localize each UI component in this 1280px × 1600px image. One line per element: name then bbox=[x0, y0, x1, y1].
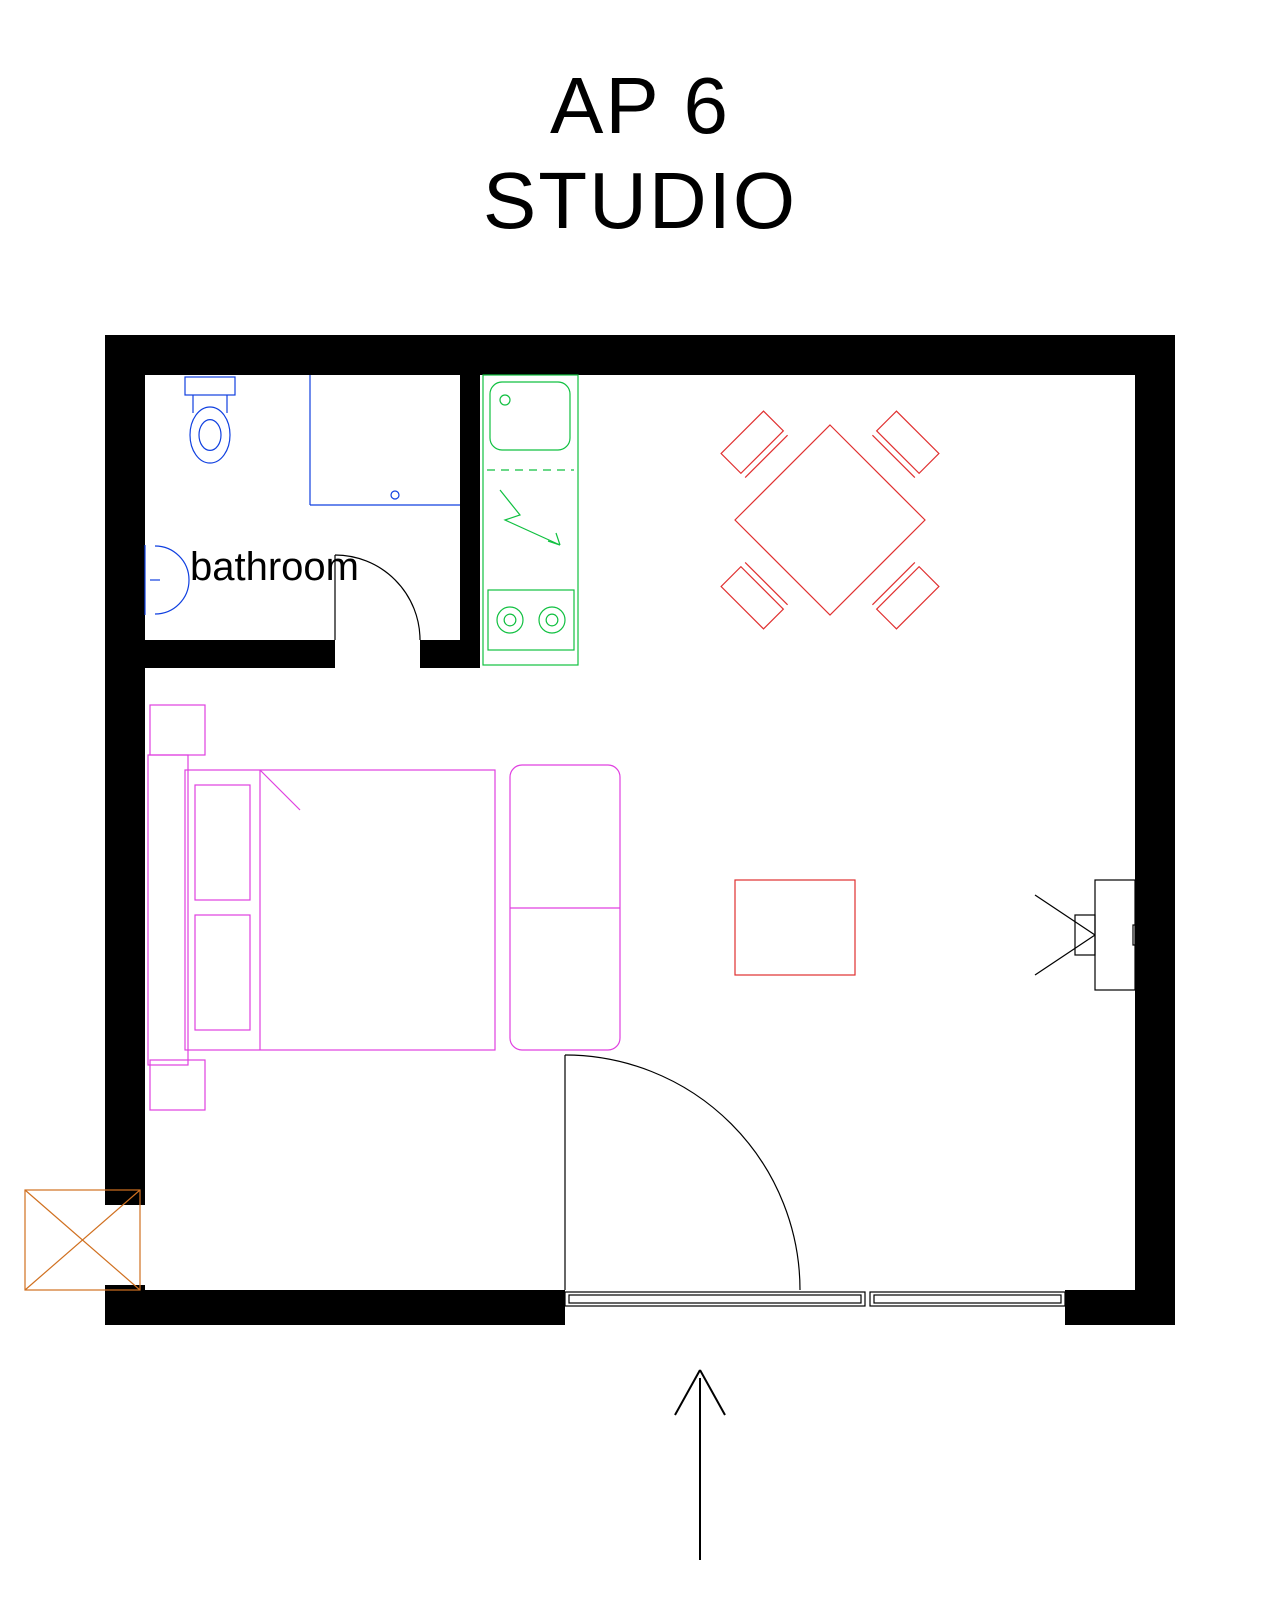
floorplan-page: AP 6 STUDIO bathroom bbox=[0, 0, 1280, 1600]
floorplan-svg bbox=[0, 0, 1280, 1600]
